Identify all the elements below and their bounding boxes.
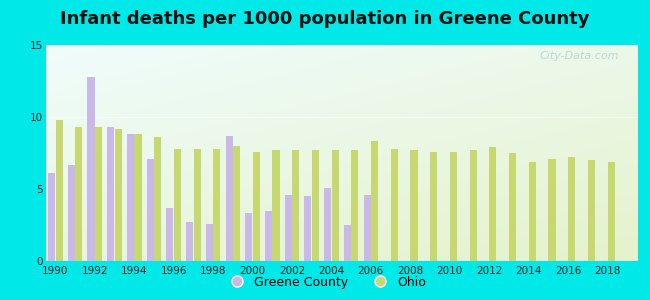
Bar bbox=[363, 195, 370, 261]
Bar bbox=[95, 127, 102, 261]
Bar bbox=[174, 149, 181, 261]
Bar bbox=[253, 152, 260, 261]
Bar bbox=[194, 149, 201, 261]
Bar bbox=[312, 150, 319, 261]
Bar bbox=[351, 150, 358, 261]
Bar bbox=[344, 225, 351, 261]
Bar bbox=[166, 208, 174, 261]
Bar bbox=[213, 149, 220, 261]
Bar bbox=[549, 159, 556, 261]
Bar bbox=[608, 162, 615, 261]
Bar bbox=[107, 127, 114, 261]
Bar bbox=[450, 152, 457, 261]
Bar bbox=[147, 159, 154, 261]
Bar bbox=[114, 128, 122, 261]
Bar bbox=[588, 160, 595, 261]
Bar bbox=[206, 224, 213, 261]
Bar bbox=[55, 120, 62, 261]
Bar bbox=[285, 195, 292, 261]
Bar bbox=[226, 136, 233, 261]
Bar bbox=[371, 142, 378, 261]
Bar bbox=[430, 152, 437, 261]
Bar bbox=[469, 150, 476, 261]
Bar bbox=[391, 149, 398, 261]
Bar bbox=[489, 147, 497, 261]
Bar bbox=[272, 150, 280, 261]
Legend: Greene County, Ohio: Greene County, Ohio bbox=[219, 271, 431, 294]
Bar bbox=[233, 146, 240, 261]
Bar bbox=[324, 188, 332, 261]
Bar bbox=[509, 153, 516, 261]
Bar bbox=[127, 134, 134, 261]
Bar bbox=[332, 150, 339, 261]
Text: Infant deaths per 1000 population in Greene County: Infant deaths per 1000 population in Gre… bbox=[60, 11, 590, 28]
Bar bbox=[154, 137, 161, 261]
Bar bbox=[135, 134, 142, 261]
Bar bbox=[528, 162, 536, 261]
Bar bbox=[292, 150, 299, 261]
Bar bbox=[68, 164, 75, 261]
Bar bbox=[410, 150, 417, 261]
Bar bbox=[245, 214, 252, 261]
Bar bbox=[75, 127, 83, 261]
Bar bbox=[265, 211, 272, 261]
Text: City-Data.com: City-Data.com bbox=[540, 52, 619, 61]
Bar bbox=[48, 173, 55, 261]
Bar bbox=[568, 157, 575, 261]
Bar bbox=[304, 196, 311, 261]
Bar bbox=[88, 77, 95, 261]
Bar bbox=[186, 222, 193, 261]
